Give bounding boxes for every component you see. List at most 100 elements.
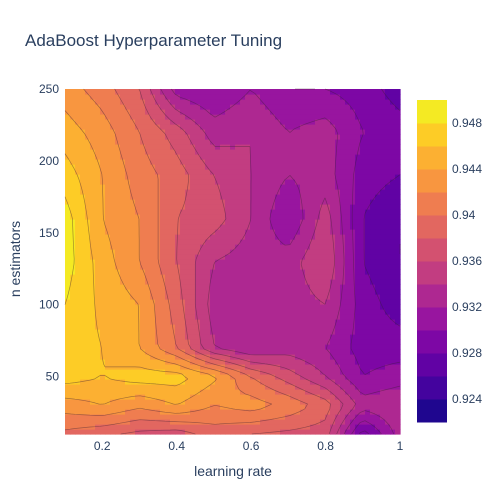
contour-cell: [325, 359, 331, 365]
contour-cell: [80, 379, 86, 385]
contour-cell: [220, 369, 226, 375]
contour-cell: [310, 119, 316, 125]
contour-cell: [375, 194, 381, 200]
contour-cell: [120, 379, 126, 385]
contour-cell: [70, 199, 76, 205]
contour-cell: [260, 164, 266, 170]
contour-cell: [215, 279, 221, 285]
contour-cell: [275, 199, 281, 205]
contour-cell: [365, 244, 371, 250]
contour-cell: [155, 149, 161, 155]
contour-cell: [195, 319, 201, 325]
contour-cell: [315, 189, 321, 195]
contour-cell: [85, 204, 91, 210]
contour-cell: [195, 299, 201, 305]
contour-cell: [320, 229, 326, 235]
contour-cell: [380, 129, 386, 135]
contour-cell: [180, 204, 186, 210]
contour-cell: [170, 294, 176, 300]
contour-cell: [245, 179, 251, 185]
contour-cell: [215, 104, 221, 110]
contour-cell: [310, 109, 316, 115]
contour-cell: [285, 89, 291, 95]
contour-cell: [395, 394, 401, 400]
contour-cell: [280, 429, 286, 435]
contour-cell: [265, 244, 271, 250]
contour-cell: [180, 394, 186, 400]
contour-cell: [235, 179, 241, 185]
contour-cell: [130, 264, 136, 270]
contour-cell: [360, 319, 366, 325]
contour-cell: [365, 384, 371, 390]
contour-cell: [140, 144, 146, 150]
contour-cell: [325, 194, 331, 200]
contour-cell: [110, 329, 116, 335]
contour-cell: [105, 429, 111, 435]
contour-cell: [205, 399, 211, 405]
contour-cell: [205, 104, 211, 110]
contour-cell: [230, 349, 236, 355]
contour-cell: [155, 349, 161, 355]
contour-cell: [230, 319, 236, 325]
contour-cell: [145, 124, 151, 130]
contour-cell: [155, 369, 161, 375]
contour-cell: [85, 199, 91, 205]
contour-cell: [115, 429, 121, 435]
contour-cell: [265, 249, 271, 255]
contour-cell: [145, 379, 151, 385]
contour-cell: [95, 319, 101, 325]
contour-cell: [340, 94, 346, 100]
contour-cell: [310, 184, 316, 190]
contour-cell: [390, 384, 396, 390]
contour-cell: [75, 139, 81, 145]
contour-cell: [280, 114, 286, 120]
contour-cell: [120, 214, 126, 220]
contour-cell: [220, 319, 226, 325]
contour-cell: [180, 164, 186, 170]
contour-cell: [85, 189, 91, 195]
contour-cell: [315, 414, 321, 420]
contour-cell: [90, 184, 96, 190]
contour-cell: [190, 389, 196, 395]
contour-cell: [385, 189, 391, 195]
contour-cell: [375, 169, 381, 175]
contour-cell: [70, 109, 76, 115]
contour-cell: [215, 214, 221, 220]
contour-cell: [315, 344, 321, 350]
contour-cell: [315, 249, 321, 255]
contour-cell: [320, 169, 326, 175]
contour-cell: [90, 294, 96, 300]
contour-cell: [130, 159, 136, 165]
contour-cell: [310, 334, 316, 340]
contour-cell: [205, 364, 211, 370]
contour-cell: [135, 339, 141, 345]
colorbar-band: [417, 238, 447, 262]
contour-cell: [275, 379, 281, 385]
contour-cell: [175, 179, 181, 185]
contour-cell: [160, 164, 166, 170]
contour-cell: [285, 129, 291, 135]
contour-cell: [85, 389, 91, 395]
contour-cell: [215, 324, 221, 330]
contour-cell: [115, 404, 121, 410]
contour-cell: [80, 399, 86, 405]
contour-cell: [85, 259, 91, 265]
contour-cell: [365, 169, 371, 175]
contour-cell: [185, 349, 191, 355]
contour-cell: [165, 349, 171, 355]
contour-cell: [160, 374, 166, 380]
contour-cell: [370, 134, 376, 140]
contour-cell: [210, 114, 216, 120]
contour-cell: [280, 204, 286, 210]
contour-cell: [395, 334, 401, 340]
contour-cell: [245, 424, 251, 430]
contour-cell: [175, 294, 181, 300]
plot-area[interactable]: [64, 88, 401, 435]
contour-cell: [105, 194, 111, 200]
contour-cell: [285, 289, 291, 295]
contour-cell: [165, 389, 171, 395]
contour-cell: [220, 119, 226, 125]
contour-cell: [390, 404, 396, 410]
contour-cell: [220, 354, 226, 360]
contour-cell: [165, 229, 171, 235]
